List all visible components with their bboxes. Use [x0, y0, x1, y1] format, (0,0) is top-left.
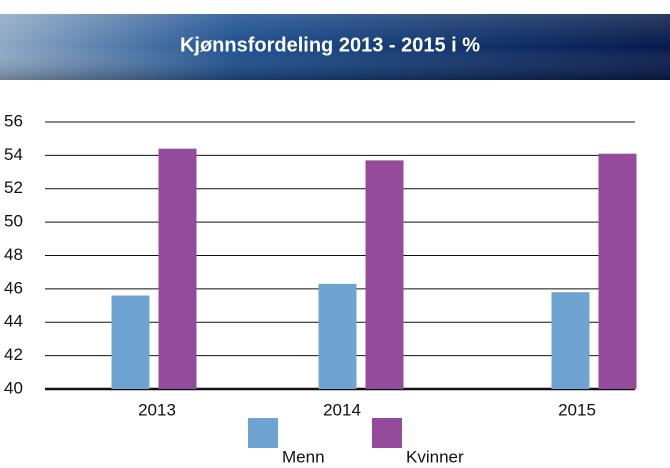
y-tick-label: 44	[4, 312, 23, 331]
bar	[111, 295, 150, 389]
legend-label: Menn	[282, 447, 325, 466]
bar	[365, 160, 404, 389]
y-tick-label: 40	[4, 378, 23, 397]
legend-swatch	[372, 418, 402, 448]
legend-label: Kvinner	[406, 447, 464, 466]
y-tick-label: 46	[4, 278, 23, 297]
chart-title: Kjønnsfordeling 2013 - 2015 i %	[180, 34, 480, 56]
bar	[551, 292, 590, 389]
y-tick-label: 54	[4, 145, 23, 164]
x-tick-label: 2013	[138, 400, 176, 419]
bar	[598, 153, 637, 389]
x-tick-label: 2015	[558, 400, 596, 419]
y-tick-label: 42	[4, 345, 23, 364]
bar	[158, 148, 197, 389]
y-tick-label: 52	[4, 178, 23, 197]
x-tick-label: 2014	[323, 400, 361, 419]
y-tick-label: 56	[4, 111, 23, 130]
y-tick-label: 48	[4, 245, 23, 264]
legend-swatch	[248, 418, 278, 448]
bar	[318, 283, 357, 389]
y-tick-label: 50	[4, 212, 23, 231]
title-banner-shade	[0, 14, 670, 80]
